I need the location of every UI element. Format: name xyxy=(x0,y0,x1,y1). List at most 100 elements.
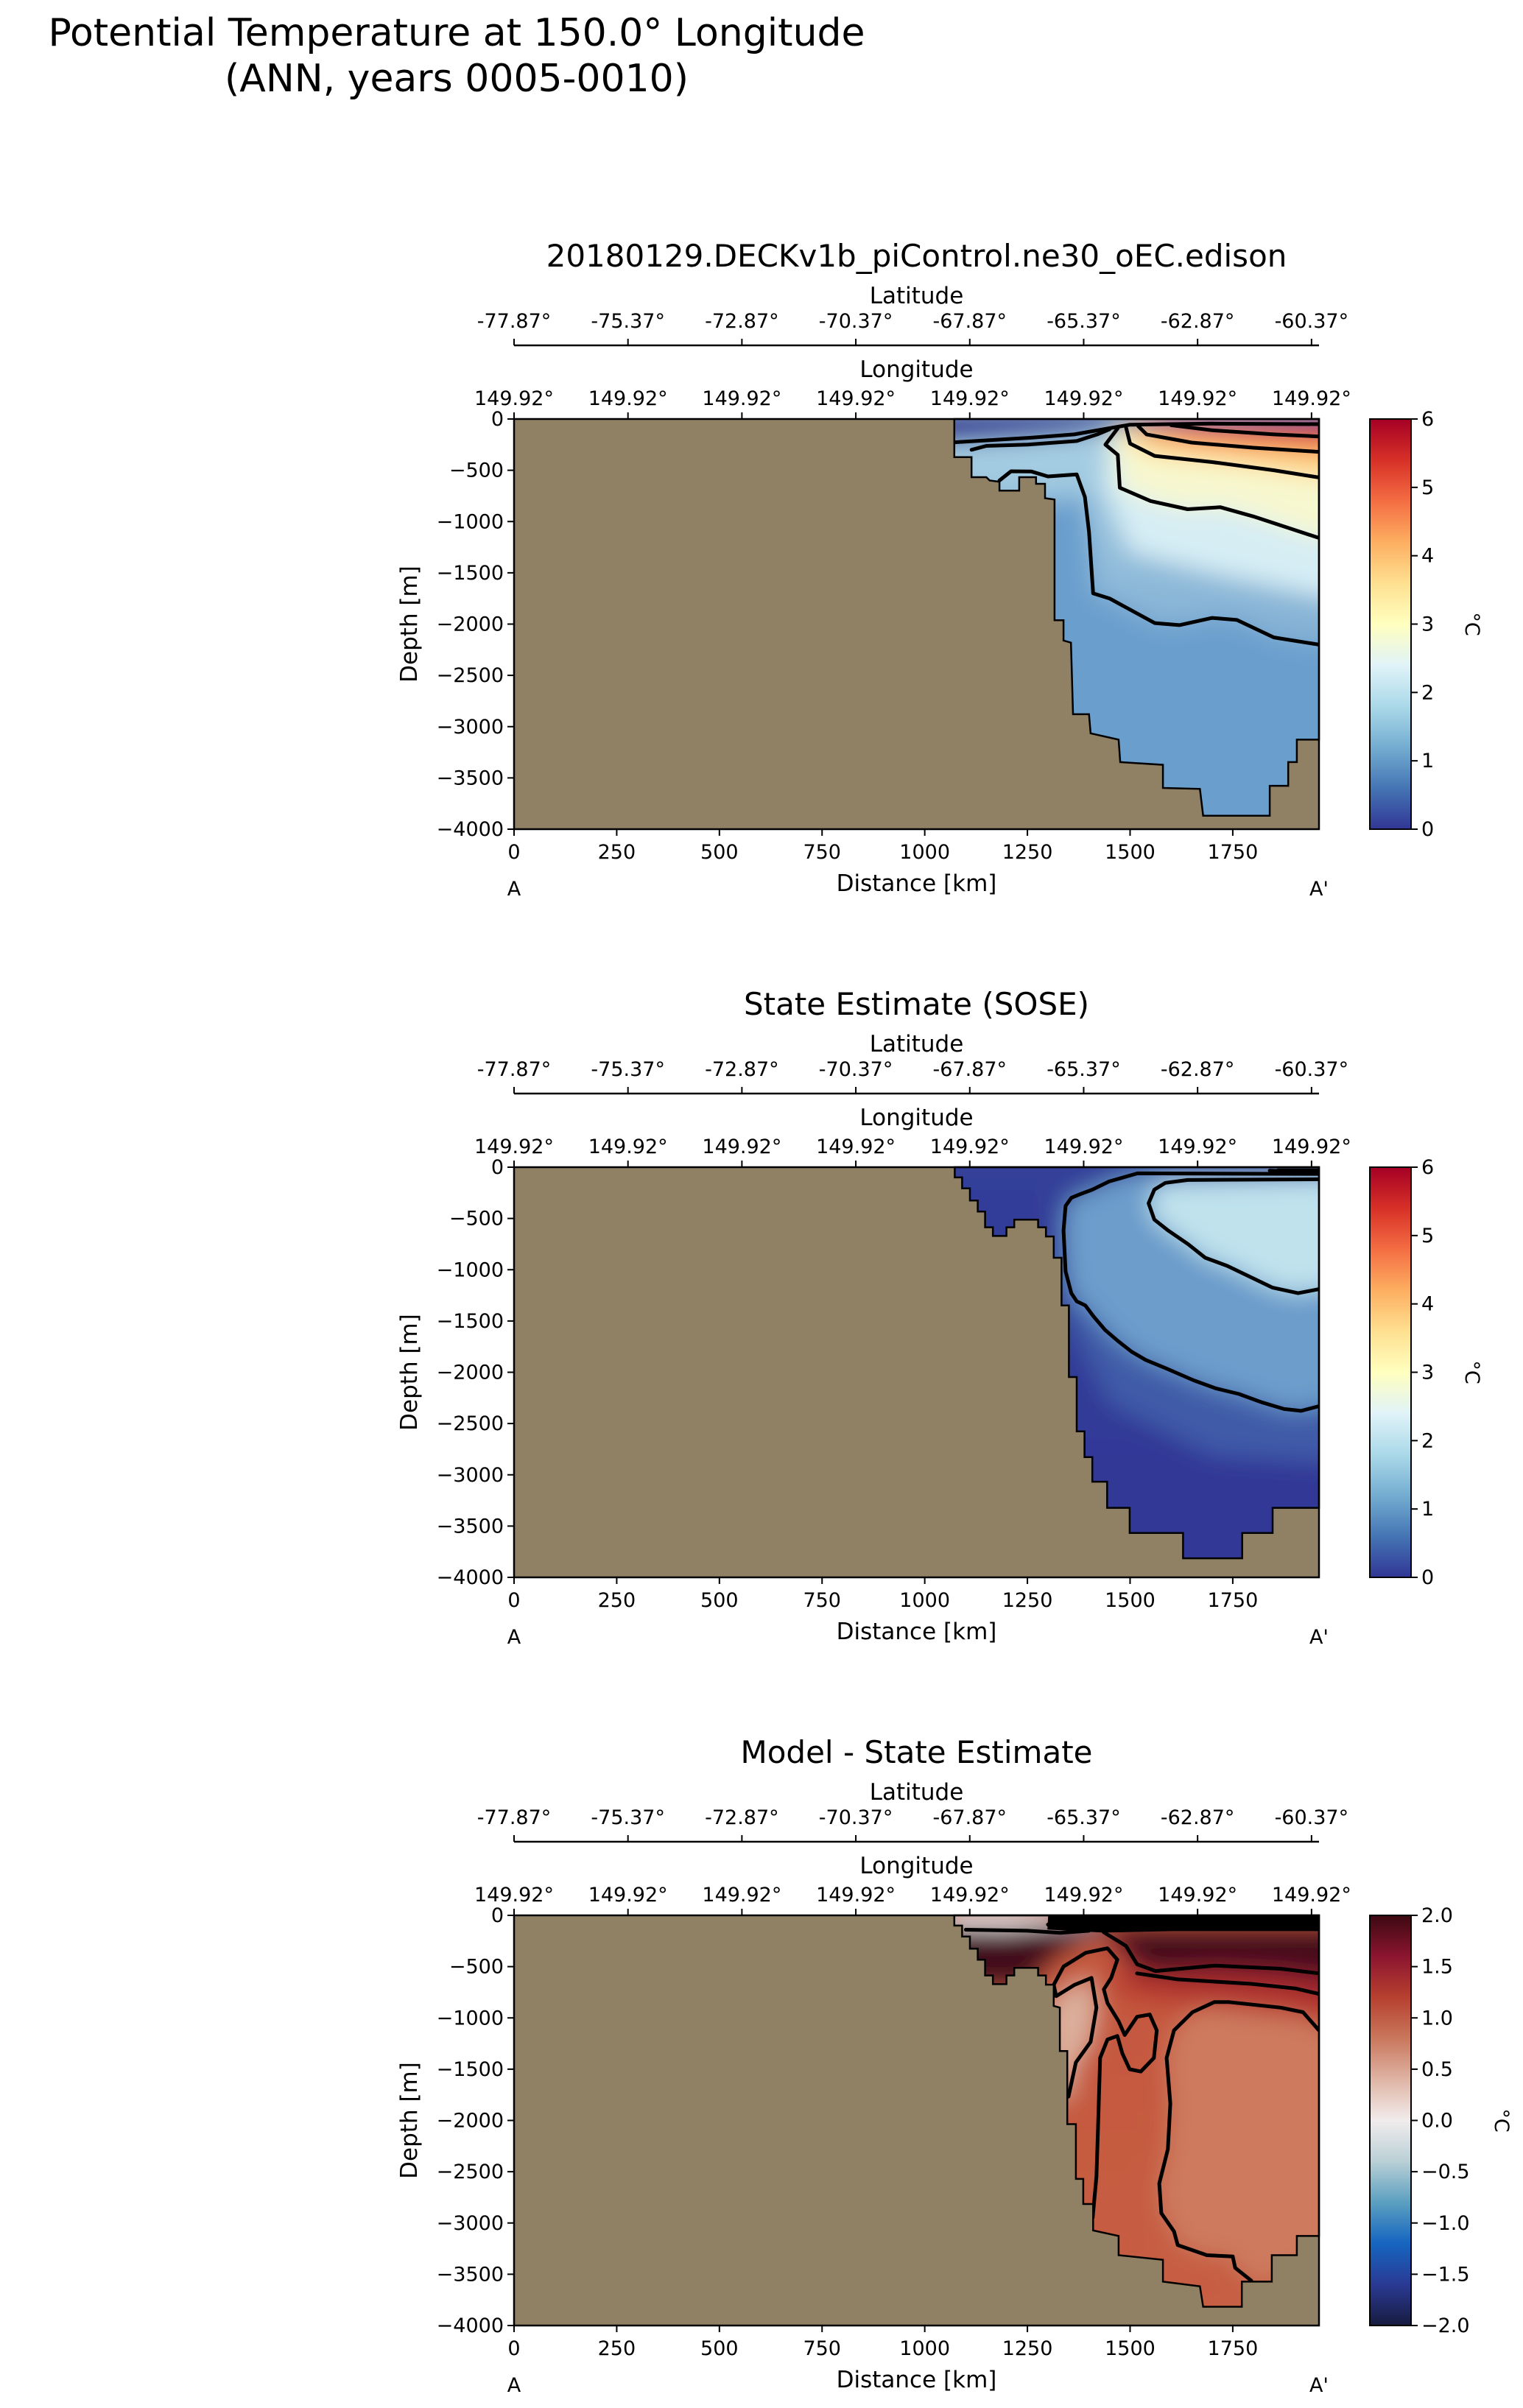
contour-line xyxy=(1102,1930,1319,1976)
longitude-tick-label: 149.92° xyxy=(1158,1884,1237,1907)
colorbar-tick-label: 0 xyxy=(1421,1566,1434,1589)
longitude-tick-label: 149.92° xyxy=(1158,387,1237,410)
x-tick-label: 250 xyxy=(598,2337,636,2360)
longitude-tick-label: 149.92° xyxy=(474,1136,554,1158)
y-tick-label: −1000 xyxy=(437,2007,504,2029)
colorbar-tick-label: −0.5 xyxy=(1421,2161,1470,2183)
latitude-tick-label: -65.37° xyxy=(1047,1806,1121,1829)
contour-line xyxy=(1046,1919,1108,1931)
colorbar-label: °C xyxy=(1490,2108,1513,2132)
x-axis-label: Distance [km] xyxy=(837,870,997,897)
contour-line xyxy=(1147,1177,1319,1295)
y-tick-label: −1500 xyxy=(437,562,504,585)
contour-line xyxy=(1061,1171,1319,1413)
x-tick-label: 1000 xyxy=(899,2337,950,2360)
colorbar-label: °C xyxy=(1460,1360,1483,1384)
section-start-label: A xyxy=(507,878,521,901)
contour-line xyxy=(969,427,1112,452)
section-end-label: A' xyxy=(1309,2374,1329,2397)
bathymetry-outline xyxy=(953,418,1320,817)
colorbar xyxy=(1369,1915,1412,2326)
y-axis-label: Depth [m] xyxy=(396,566,423,683)
y-tick-label: 0 xyxy=(491,1904,504,1927)
y-tick-label: −3000 xyxy=(437,716,504,739)
latitude-axis-label: Latitude xyxy=(870,1779,964,1806)
x-axis-label: Distance [km] xyxy=(837,1619,997,1645)
latitude-tick-label: -62.87° xyxy=(1161,1806,1235,1829)
y-tick-label: −3500 xyxy=(437,1515,504,1538)
y-tick-label: −3000 xyxy=(437,1464,504,1487)
longitude-tick-label: 149.92° xyxy=(474,387,554,410)
panel-3: Model - State Estimate Latitude -77.87° -75… xyxy=(396,1734,1513,2397)
latitude-tick-label: -67.87° xyxy=(932,1806,1007,1829)
longitude-tick-label: 149.92° xyxy=(1272,1884,1351,1907)
y-tick-label: −2500 xyxy=(437,2161,504,2183)
longitude-tick-label: 149.92° xyxy=(702,1884,781,1907)
longitude-tick-label: 149.92° xyxy=(930,1136,1010,1158)
y-tick-label: 0 xyxy=(491,408,504,431)
longitude-tick-label: 149.92° xyxy=(588,387,668,410)
panel-title: 20180129.DECKv1b_piControl.ne30_oEC.edis… xyxy=(546,238,1287,274)
latitude-tick-label: -60.37° xyxy=(1275,1806,1349,1829)
contour-line xyxy=(1169,423,1319,439)
contour-line xyxy=(963,1928,1091,1935)
y-tick-label: 0 xyxy=(491,1156,504,1179)
colorbar-tick-label: 0 xyxy=(1421,818,1434,841)
longitude-tick-label: 149.92° xyxy=(1044,387,1123,410)
latitude-tick-label: -72.87° xyxy=(705,1058,779,1081)
colorbar-tick-label: 1 xyxy=(1421,1498,1434,1521)
colorbar-tick-label: 0.5 xyxy=(1421,2058,1453,2081)
section-start-label: A xyxy=(507,2374,521,2397)
contour-line xyxy=(1103,426,1319,540)
colorbar-tick-label: 3 xyxy=(1421,1362,1434,1384)
y-tick-label: −2000 xyxy=(437,1362,504,1384)
colorbar-tick-label: 1 xyxy=(1421,750,1434,772)
longitude-tick-label: 149.92° xyxy=(702,387,781,410)
longitude-tick-label: 149.92° xyxy=(588,1884,668,1907)
y-axis-label: Depth [m] xyxy=(396,1314,423,1431)
field-region xyxy=(954,419,1319,443)
y-tick-label: −3000 xyxy=(437,2212,504,2235)
x-tick-label: 0 xyxy=(507,1589,520,1612)
x-axis-label: Distance [km] xyxy=(837,2367,997,2393)
x-tick-label: 1000 xyxy=(899,841,950,864)
field-region xyxy=(1148,1179,1319,1294)
y-tick-label: −3500 xyxy=(437,767,504,789)
y-tick-label: −500 xyxy=(449,460,504,482)
y-tick-label: −2000 xyxy=(437,613,504,636)
y-tick-label: −1500 xyxy=(437,1310,504,1333)
x-tick-label: 1750 xyxy=(1208,1589,1259,1612)
longitude-tick-label: 149.92° xyxy=(1272,1136,1351,1158)
colorbar-tick-label: 3 xyxy=(1421,613,1434,636)
longitude-axis-label: Longitude xyxy=(859,356,973,383)
longitude-tick-label: 149.92° xyxy=(1044,1884,1123,1907)
x-tick-label: 0 xyxy=(507,841,520,864)
contour-line xyxy=(1157,2000,1319,2283)
panel-title: Model - State Estimate xyxy=(741,1734,1093,1770)
colorbar xyxy=(1369,1166,1412,1578)
latitude-axis-label: Latitude xyxy=(870,283,964,309)
field-region xyxy=(954,1915,1057,1929)
x-tick-label: 750 xyxy=(803,1589,841,1612)
ocean-field xyxy=(954,1915,1319,2307)
y-tick-label: −4000 xyxy=(437,2314,504,2337)
y-tick-label: −1000 xyxy=(437,1258,504,1281)
colorbar-tick-label: 5 xyxy=(1421,1225,1434,1247)
x-tick-label: 250 xyxy=(598,841,636,864)
latitude-tick-label: -62.87° xyxy=(1161,310,1235,333)
x-tick-label: 500 xyxy=(700,841,739,864)
longitude-tick-label: 149.92° xyxy=(1272,387,1351,410)
colorbar-tick-label: 2 xyxy=(1421,681,1434,704)
latitude-tick-label: -67.87° xyxy=(932,310,1007,333)
y-tick-label: −2500 xyxy=(437,1412,504,1435)
section-start-label: A xyxy=(507,1626,521,1649)
colorbar-tick-label: 4 xyxy=(1421,545,1434,568)
y-tick-label: −4000 xyxy=(437,1566,504,1589)
colorbar-tick-label: 1.0 xyxy=(1421,2007,1453,2029)
x-tick-label: 1250 xyxy=(1002,841,1053,864)
x-tick-label: 1000 xyxy=(899,1589,950,1612)
y-tick-label: −1000 xyxy=(437,510,504,533)
bathymetry-outline xyxy=(953,1914,1320,2308)
latitude-tick-label: -75.37° xyxy=(591,1058,665,1081)
